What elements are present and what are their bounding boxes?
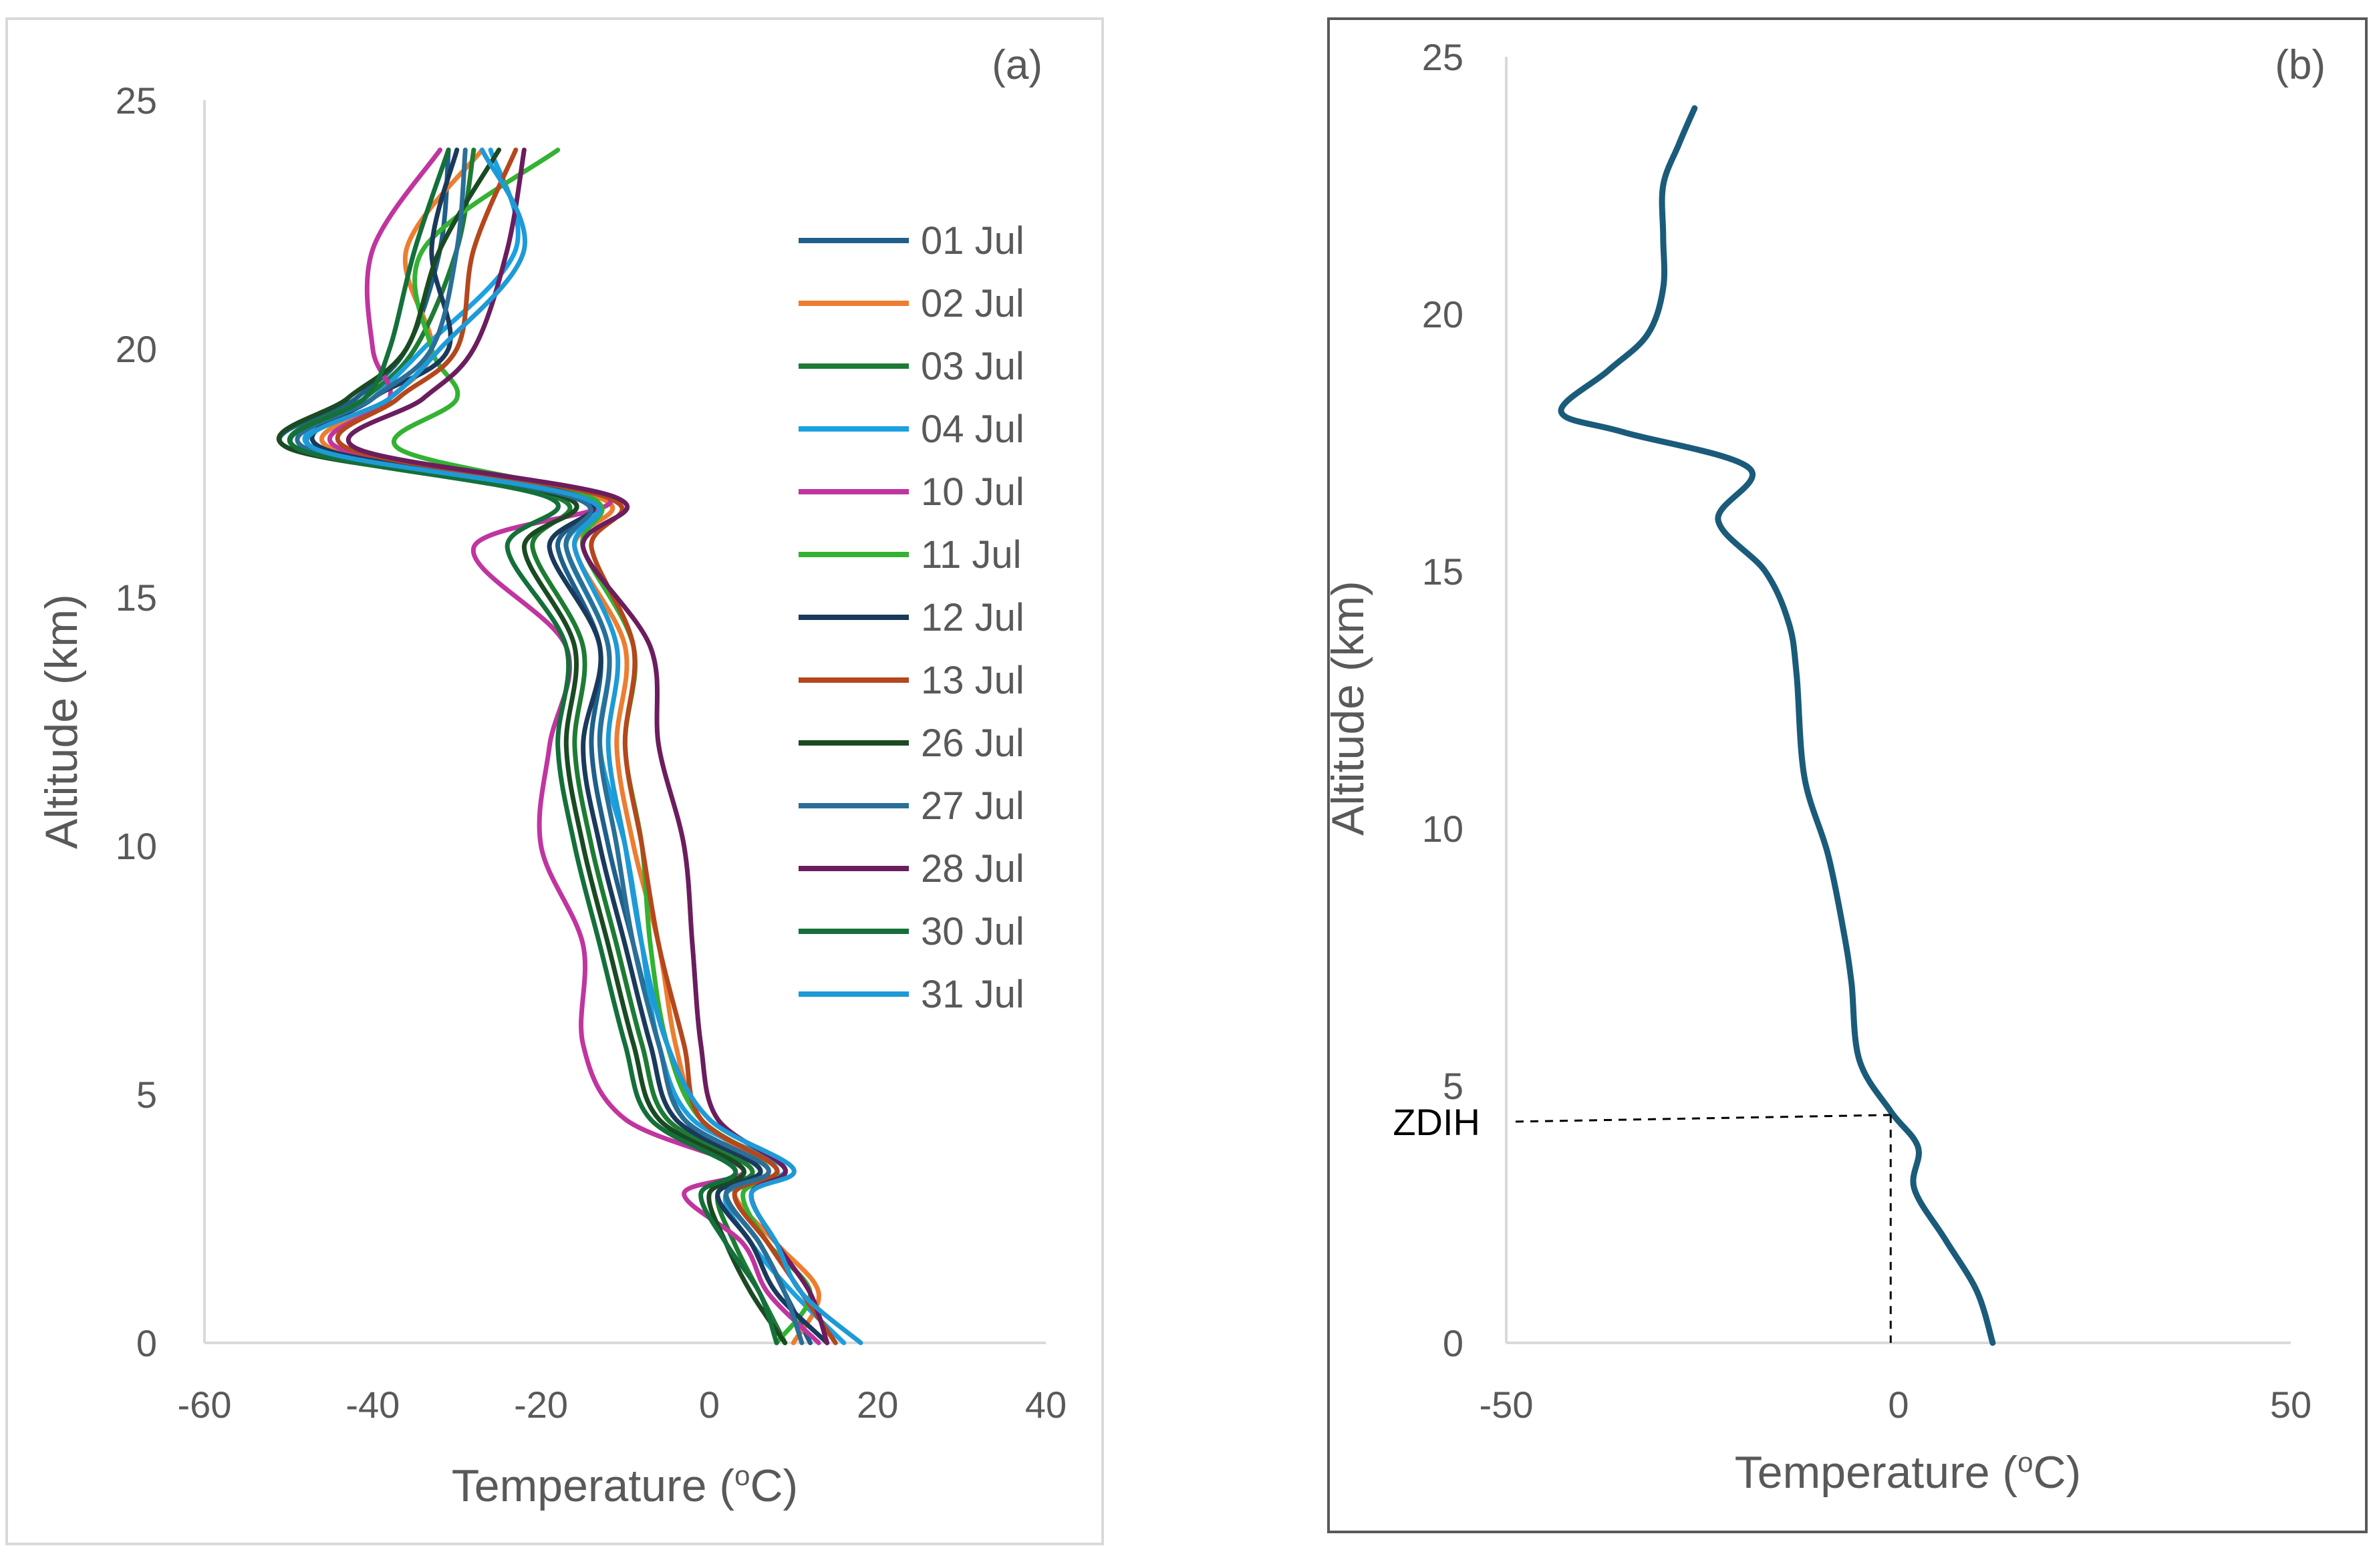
panel-b-y-tick-20: 20 [1422, 293, 1463, 335]
zdih-horizontal-guide [1515, 1114, 1891, 1123]
panel-a-x-tick-labels: -60 -40 -20 0 20 40 [178, 1384, 1067, 1426]
legend-label: 04 Jul [921, 408, 1024, 451]
panel-a-frame [5, 17, 1104, 1545]
panel-a-y-tick-15: 15 [116, 577, 157, 619]
legend-item-31-jul: 31 Jul [799, 973, 1024, 1016]
panel-b-y-tick-labels: 0 5 10 15 20 25 [1422, 36, 1463, 1364]
legend-label: 31 Jul [921, 973, 1024, 1016]
panel-b-x-axis-title: Temperature (oC) [1735, 1446, 2081, 1498]
panel-a-y-tick-20: 20 [116, 328, 157, 370]
legend-item-26-jul: 26 Jul [799, 722, 1024, 765]
legend-label: 12 Jul [921, 596, 1024, 639]
series-line-30-jul [287, 147, 779, 1346]
panel-b-y-axis-title: Altitude (km) [1322, 581, 1373, 836]
panel-b-y-tick-0: 0 [1443, 1322, 1463, 1364]
legend-label: 01 Jul [921, 219, 1024, 263]
panel-a-y-tick-25: 25 [116, 80, 157, 122]
panel-a-label: (a) [992, 42, 1042, 88]
panel-b-y-tick-25: 25 [1422, 36, 1463, 78]
panel-a: 0 5 10 15 20 25 -60 -40 -20 0 20 40 01 Jul 02 Jul 03… [5, 17, 1104, 1545]
panel-a-y-tick-0: 0 [136, 1322, 157, 1364]
legend-label: 27 Jul [921, 784, 1024, 828]
panel-b-x-tick-labels: -50 0 50 [1480, 1384, 2312, 1426]
panel-a-x-tick--40: -40 [345, 1384, 400, 1426]
panel-a-legend: 01 Jul 02 Jul 03 Jul 04 Jul 10 Jul 11 Jul 12 J… [799, 219, 1024, 1016]
series-line-03-jul [287, 147, 788, 1346]
panel-b-x-tick-0: 0 [1888, 1384, 1909, 1426]
panel-b-y-tick-5: 5 [1443, 1065, 1463, 1107]
series-line-27-jul [295, 147, 805, 1346]
series-line-12-jul [309, 147, 830, 1346]
legend-item-10-jul: 10 Jul [799, 470, 1024, 514]
series-line-mean-profile [1558, 105, 1996, 1346]
panel-b-y-tick-15: 15 [1422, 551, 1463, 593]
panel-b: 0 5 10 15 20 25 -50 0 50 ZDIH (b) Temperature (… [1322, 17, 2368, 1533]
legend-item-30-jul: 30 Jul [799, 910, 1024, 953]
zdih-label: ZDIH [1393, 1101, 1480, 1143]
panel-b-x-tick--50: -50 [1480, 1384, 1534, 1426]
legend-item-01-jul: 01 Jul [799, 219, 1024, 263]
legend-item-11-jul: 11 Jul [799, 533, 1021, 577]
legend-item-03-jul: 03 Jul [799, 345, 1024, 388]
panel-a-x-tick--60: -60 [178, 1384, 232, 1426]
panel-b-frame [1327, 17, 2368, 1533]
legend-label: 11 Jul [921, 533, 1021, 577]
panel-a-x-axis-title: Temperature (oC) [452, 1460, 798, 1511]
legend-label: 30 Jul [921, 910, 1024, 953]
legend-label: 02 Jul [921, 282, 1024, 325]
legend-item-02-jul: 02 Jul [799, 282, 1024, 325]
panel-b-series-lines [1558, 105, 1996, 1346]
legend-label: 26 Jul [921, 722, 1024, 765]
panel-a-x-tick-0: 0 [699, 1384, 720, 1426]
panel-b-y-tick-10: 10 [1422, 808, 1463, 850]
legend-item-27-jul: 27 Jul [799, 784, 1024, 828]
series-line-26-jul [276, 147, 788, 1346]
legend-label: 13 Jul [921, 659, 1024, 702]
panel-a-y-tick-10: 10 [116, 825, 157, 867]
legend-label: 28 Jul [921, 847, 1024, 891]
legend-item-13-jul: 13 Jul [799, 659, 1024, 702]
legend-label: 03 Jul [921, 345, 1024, 388]
panel-b-x-tick-50: 50 [2270, 1384, 2312, 1426]
legend-item-28-jul: 28 Jul [799, 847, 1024, 891]
panel-a-x-tick-20: 20 [857, 1384, 898, 1426]
panel-a-y-tick-labels: 0 5 10 15 20 25 [116, 80, 157, 1364]
panel-b-zdih-annotation: ZDIH [1393, 1101, 1892, 1343]
legend-label: 10 Jul [921, 470, 1024, 514]
legend-item-04-jul: 04 Jul [799, 408, 1024, 451]
panel-a-series-lines [276, 147, 863, 1346]
panel-a-x-tick--20: -20 [514, 1384, 568, 1426]
panel-a-y-tick-5: 5 [136, 1074, 157, 1116]
legend-item-12-jul: 12 Jul [799, 596, 1024, 639]
series-line-31-jul [304, 147, 863, 1346]
panel-a-x-tick-40: 40 [1025, 1384, 1067, 1426]
panel-a-y-axis-title: Altitude (km) [36, 594, 87, 849]
panel-b-label: (b) [2275, 42, 2326, 88]
